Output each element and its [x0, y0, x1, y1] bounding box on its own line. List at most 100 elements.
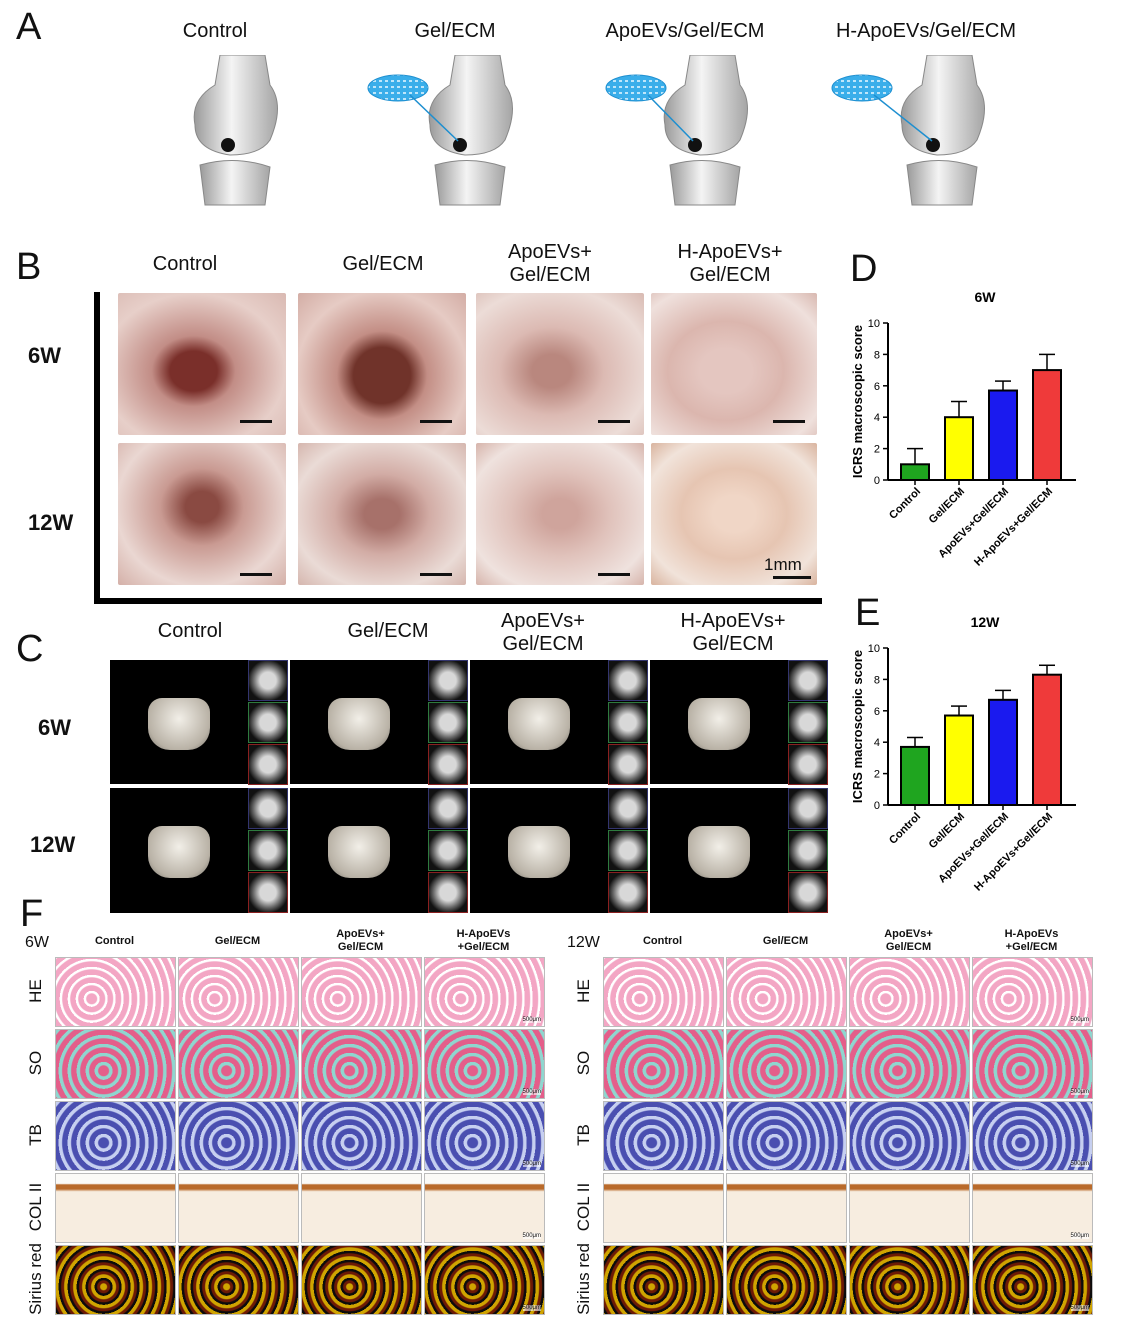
histology-col-title: H-ApoEVs +Gel/ECM: [456, 928, 511, 954]
panel-b-title-control: Control: [152, 253, 218, 275]
y-tick-label: 4: [874, 412, 880, 424]
histology-scale-label: 500μm: [522, 1161, 541, 1167]
microct-3d-knee: [508, 826, 570, 878]
scalebar-12w-control: [240, 573, 272, 576]
histology-tile: [726, 1029, 847, 1099]
histology-tile: [603, 1173, 724, 1243]
x-tick-label: H-ApoEVs+Gel/ECM: [972, 811, 1055, 894]
microct-slice-view: [248, 660, 288, 701]
histology-tile: [55, 1245, 176, 1315]
microct-3d-knee: [148, 698, 210, 750]
panel-b-letter: B: [16, 246, 42, 288]
microct-slice-view: [248, 872, 288, 913]
histology-scale-label: 500μm: [1070, 1233, 1089, 1239]
bar-gel: [944, 416, 974, 481]
photo-12w-control: [118, 443, 286, 585]
microct-slice-view: [248, 702, 288, 743]
histology-col-title: Gel/ECM: [214, 935, 261, 947]
histology-scale-label: 500μm: [522, 1233, 541, 1239]
scale-label-1mm: 1mm: [764, 555, 802, 574]
microct-3d-knee: [148, 826, 210, 878]
histology-tile: 500μm: [972, 1173, 1093, 1243]
microct-slice-view: [608, 744, 648, 785]
microct-3d-knee: [328, 698, 390, 750]
microct-3d-knee: [688, 698, 750, 750]
microct-slice-view: [788, 872, 828, 913]
knee-apo: [663, 55, 748, 206]
x-tick-label: Gel/ECM: [927, 486, 967, 526]
microct-slice-view: [608, 702, 648, 743]
microct-slice-view: [428, 830, 468, 871]
bar-control: [900, 745, 930, 807]
scalebar-6w-control: [240, 420, 272, 423]
photo-6w-control: [118, 293, 286, 435]
histology-tile: [178, 1173, 299, 1243]
panel-c-letter: C: [16, 628, 44, 670]
y-tick-label: 4: [874, 737, 880, 749]
panel-b-frame-left: [94, 292, 100, 604]
scalebar-6w-apo: [598, 420, 630, 423]
knee-control: [193, 55, 278, 206]
histology-scale-label: 500μm: [522, 1089, 541, 1095]
histology-tile: [726, 1245, 847, 1315]
panel-a-title-apo: ApoEVs/Gel/ECM: [605, 20, 765, 42]
panel-a-title-hapo: H-ApoEVs/Gel/ECM: [835, 20, 1017, 42]
histology-tile: [849, 1245, 970, 1315]
panel-b-title-gel: Gel/ECM: [342, 253, 424, 275]
microct-slice-view: [788, 744, 828, 785]
histology-tile: [726, 1173, 847, 1243]
bar-hapo: [1032, 673, 1062, 806]
histology-tile: [726, 957, 847, 1027]
histology-tile: [55, 1101, 176, 1171]
histology-tile: 500μm: [972, 957, 1093, 1027]
scalebar-12w-gel: [420, 573, 452, 576]
histology-tile: [726, 1101, 847, 1171]
histology-tile: [301, 1029, 422, 1099]
y-tick-label: 6: [874, 706, 880, 718]
panel-a-title-control: Control: [182, 20, 248, 42]
microct-3d-knee: [328, 826, 390, 878]
panel-b-row-12w: 12W: [28, 510, 74, 535]
histology-tile: [178, 1101, 299, 1171]
microct-slice-view: [788, 660, 828, 701]
histology-col-title: ApoEVs+ Gel/ECM: [336, 928, 385, 954]
histology-tile: [603, 1101, 724, 1171]
microct-slice-view: [248, 788, 288, 829]
microct-slice-view: [788, 702, 828, 743]
panel-b-title-hapo: H-ApoEVs+ Gel/ECM: [677, 241, 783, 286]
histology-scale-label: 500μm: [1070, 1305, 1089, 1311]
panel-b-row-6w: 6W: [28, 343, 61, 368]
microct-slice-view: [248, 744, 288, 785]
scalebar-12w-hapo: [773, 576, 811, 579]
histology-tile: [849, 1101, 970, 1171]
histology-tile: 500μm: [972, 1101, 1093, 1171]
y-tick-label: 0: [874, 475, 880, 487]
histology-col-title: Control: [94, 935, 135, 947]
histology-tile: [55, 957, 176, 1027]
x-tick-label: Gel/ECM: [927, 811, 967, 851]
histology-tile: 500μm: [424, 1245, 545, 1315]
microct-slice-view: [788, 830, 828, 871]
microct-12w-gel: [290, 788, 468, 913]
panel-c-row-12w: 12W: [30, 832, 76, 857]
histology-tile: [178, 957, 299, 1027]
panel-e-letter: E: [855, 592, 881, 634]
histology-col-title: H-ApoEVs +Gel/ECM: [1004, 928, 1059, 954]
x-tick-label: H-ApoEVs+Gel/ECM: [972, 486, 1055, 569]
photo-12w-gel: [298, 443, 466, 585]
y-tick-label: 6: [874, 381, 880, 393]
histology-tile: [849, 1029, 970, 1099]
microct-slice-view: [788, 788, 828, 829]
x-tick-label: Control: [887, 811, 923, 847]
scalebar-6w-hapo: [773, 420, 805, 423]
stain-label: Sirius red: [574, 1243, 593, 1315]
microct-slice-view: [428, 660, 468, 701]
panel-c-title-hapo: H-ApoEVs+ Gel/ECM: [680, 610, 786, 655]
bar-apo: [988, 389, 1018, 481]
histology-tile: [603, 957, 724, 1027]
scaffold-gel: [367, 74, 459, 142]
scalebar-12w-apo: [598, 573, 630, 576]
scaffold-apo: [605, 74, 694, 142]
panel-a-title-gel: Gel/ECM: [414, 20, 496, 42]
panel-f-letter: F: [20, 893, 44, 935]
